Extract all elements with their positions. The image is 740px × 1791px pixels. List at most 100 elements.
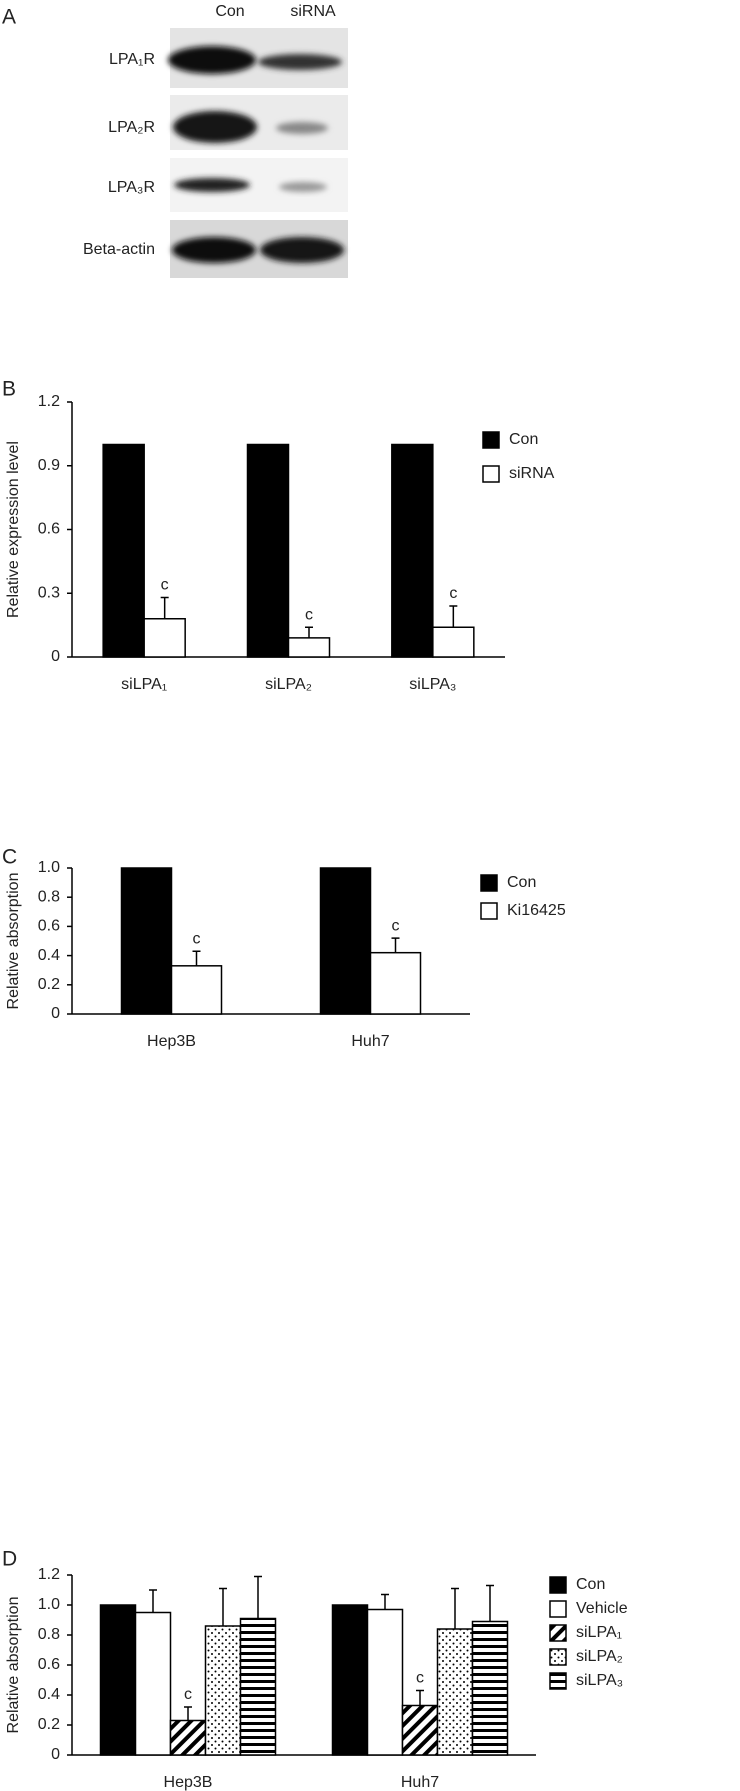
bar xyxy=(169,1719,207,1756)
bar xyxy=(401,1704,439,1756)
y-tick-label: 0.4 xyxy=(38,1686,60,1703)
blot-band xyxy=(168,46,256,74)
x-tick-label: siLPA₁ xyxy=(121,676,167,693)
bar xyxy=(369,951,422,1015)
blot-band xyxy=(174,178,250,192)
bar xyxy=(99,1604,137,1756)
error-bar xyxy=(449,605,458,628)
x-tick-label: Huh7 xyxy=(351,1033,389,1050)
bar xyxy=(134,1611,172,1756)
blot-band xyxy=(258,54,342,70)
bar xyxy=(246,443,290,658)
error-bar xyxy=(451,1587,459,1629)
y-tick-label: 0.8 xyxy=(38,1626,60,1643)
y-tick-label: 0.6 xyxy=(38,1656,60,1673)
error-bar xyxy=(149,1589,157,1613)
error-bar xyxy=(381,1593,389,1610)
x-tick-label: Huh7 xyxy=(401,1774,439,1791)
y-tick-label: 1.0 xyxy=(38,1596,60,1613)
row-label: LPA₁R xyxy=(109,51,155,68)
legend-label: Con xyxy=(507,874,536,891)
blot-band xyxy=(279,182,327,192)
legend-swatch xyxy=(549,1576,567,1594)
panel-a: A Con siRNA LPA₁R LPA₂R LPA₃R Beta-actin xyxy=(2,3,348,278)
panel-label: A xyxy=(2,6,16,29)
y-tick-label: 0.6 xyxy=(38,521,60,538)
y-tick-label: 1.2 xyxy=(38,1566,60,1583)
y-tick-label: 0 xyxy=(51,1005,60,1022)
legend-swatch xyxy=(480,902,498,920)
y-tick-label: 0 xyxy=(51,648,60,665)
panel-label: B xyxy=(2,378,16,401)
legend-swatch xyxy=(549,1624,567,1642)
legend-label: Ki16425 xyxy=(507,902,566,919)
legend-label: siRNA xyxy=(509,465,555,482)
bar xyxy=(170,965,223,1015)
row-label: LPA₃R xyxy=(108,179,155,196)
significance-marker: c xyxy=(184,1686,192,1703)
error-bar xyxy=(192,950,201,966)
x-tick-label: siLPA₂ xyxy=(265,676,312,693)
error-bar xyxy=(219,1587,227,1626)
legend-swatch xyxy=(549,1672,567,1690)
bar xyxy=(391,443,434,658)
y-tick-label: 1.0 xyxy=(38,859,60,876)
significance-marker: c xyxy=(392,917,400,934)
legend-swatch xyxy=(482,465,500,483)
legend-label: Vehicle xyxy=(576,1600,628,1617)
y-tick-label: 0.2 xyxy=(38,1716,60,1733)
y-tick-label: 0 xyxy=(51,1746,60,1763)
column-label: siRNA xyxy=(290,3,336,20)
y-tick-label: 0.8 xyxy=(38,888,60,905)
y-tick-label: 0.3 xyxy=(38,584,60,601)
blot-band xyxy=(173,111,257,143)
legend-label: siLPA₁ xyxy=(576,1624,622,1641)
legend-label: Con xyxy=(509,431,538,448)
error-bar xyxy=(416,1689,424,1706)
bar xyxy=(287,637,331,658)
bar xyxy=(239,1617,277,1756)
significance-marker: c xyxy=(416,1670,424,1687)
y-tick-label: 1.2 xyxy=(38,393,60,410)
blot-band xyxy=(260,237,344,263)
y-tick-label: 0.9 xyxy=(38,457,60,474)
legend-label: siLPA₃ xyxy=(576,1672,623,1689)
bar xyxy=(331,1604,369,1756)
error-bar xyxy=(305,626,313,638)
panel-label: C xyxy=(2,846,17,869)
error-bar xyxy=(486,1584,494,1622)
y-tick-label: 0.6 xyxy=(38,918,60,935)
y-tick-label: 0.2 xyxy=(38,976,60,993)
column-label: Con xyxy=(215,3,244,20)
bar xyxy=(366,1608,404,1756)
error-bar xyxy=(184,1706,192,1721)
bar xyxy=(436,1628,474,1756)
x-tick-label: Hep3B xyxy=(164,1774,213,1791)
blot-band xyxy=(172,237,256,263)
legend-swatch xyxy=(482,431,500,449)
row-label: Beta-actin xyxy=(83,241,155,258)
bar xyxy=(102,443,145,658)
x-tick-label: siLPA₃ xyxy=(409,676,456,693)
legend-label: Con xyxy=(576,1576,605,1593)
blot-band xyxy=(276,122,328,134)
significance-marker: c xyxy=(161,577,169,594)
bar xyxy=(143,618,186,658)
bar xyxy=(319,867,372,1015)
error-bar xyxy=(160,596,169,619)
y-axis-label: Relative absorption xyxy=(5,873,22,1010)
significance-marker: c xyxy=(193,930,201,947)
panel-label: D xyxy=(2,1548,17,1571)
y-axis-label: Relative expression level xyxy=(5,441,22,618)
legend-swatch xyxy=(549,1648,567,1666)
legend-swatch xyxy=(480,874,498,892)
error-bar xyxy=(391,937,400,953)
bar xyxy=(120,867,173,1015)
error-bar xyxy=(254,1575,262,1619)
y-tick-label: 0.4 xyxy=(38,947,60,964)
row-label: LPA₂R xyxy=(108,119,155,136)
legend-swatch xyxy=(549,1600,567,1618)
y-axis-label: Relative absorption xyxy=(5,1597,22,1734)
legend-label: siLPA₂ xyxy=(576,1648,623,1665)
